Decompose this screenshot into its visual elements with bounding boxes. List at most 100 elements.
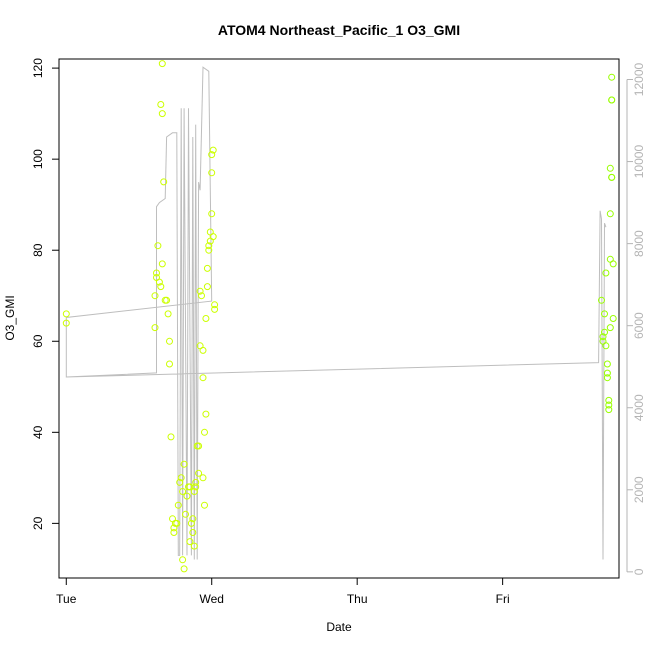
data-point [201,428,208,436]
data-point [209,146,217,154]
x-tick-label: Fri [496,592,510,606]
data-point [174,501,182,509]
data-point [208,151,216,159]
data-point [605,401,613,409]
data-point [606,164,614,172]
data-point [602,342,610,350]
data-point [196,287,204,295]
data-point [203,283,211,291]
data-point [62,319,70,327]
data-point [160,178,168,186]
data-point [602,269,610,277]
data-point [199,346,207,354]
x-axis-label: Date [326,620,352,634]
data-point [605,406,613,414]
data-point [155,278,163,286]
data-point [166,360,173,368]
data-point [179,488,187,495]
data-point [190,488,198,495]
data-point [177,474,185,482]
data-point [603,360,611,368]
data-point [180,565,188,573]
data-point [163,296,171,304]
data-point [598,296,605,304]
data-point [208,169,216,177]
data-point [199,374,207,382]
data-point [203,264,211,272]
data-point [198,292,205,300]
data-point [186,538,194,546]
data-point [189,529,197,536]
data-point [608,73,616,81]
data-point [608,96,616,104]
data-point [195,469,203,477]
y2-tick-label: 4000 [632,394,646,421]
data-point [606,324,614,332]
chart-title: ATOM4 Northeast_Pacific_1 O3_GMI [218,22,460,38]
data-point [211,301,219,309]
data-point [158,60,166,68]
data-point [609,260,617,268]
data-point [601,328,608,336]
data-point [601,310,608,318]
series-layer [62,60,617,573]
data-point [209,233,217,241]
data-point [154,242,162,250]
x-tick-label: Thu [347,592,368,606]
data-point [157,101,165,108]
data-point [182,510,189,518]
y-tick-label: 100 [31,149,45,169]
data-point [62,310,70,318]
y2-tick-label: 2000 [632,476,646,503]
data-point [164,310,172,318]
data-point [192,478,200,486]
data-point [180,460,188,468]
right-y-axis: 0 2000 4000 6000 8000 10000 12000 [626,63,646,575]
data-point [166,337,173,345]
data-point [603,369,611,377]
data-point [201,501,208,509]
plot-frame [58,58,620,579]
data-point [202,315,210,322]
data-point [609,315,617,322]
x-tick-label: Wed [199,592,223,606]
y-axis-label: O3_GMI [3,295,17,340]
y-tick-label: 60 [31,334,45,348]
data-point [183,492,191,500]
data-point [205,246,213,254]
data-point [158,110,166,118]
x-axis: Tue Wed Thu Fri [56,578,510,606]
data-point [599,333,607,341]
data-point [211,305,219,313]
y-tick-label: 120 [31,58,45,78]
data-point [190,542,198,550]
data-point [603,374,611,382]
data-point [176,478,184,486]
data-point [151,292,159,300]
y2-tick-label: 8000 [632,230,646,257]
y2-tick-label: 10000 [632,145,646,179]
data-point [605,396,613,404]
data-point [608,173,616,181]
x-tick-label: Tue [56,592,77,606]
altitude-line [65,66,607,560]
data-point [157,283,165,291]
data-point [170,529,178,536]
data-point [179,556,187,564]
y2-tick-label: 6000 [632,312,646,339]
data-point [173,519,181,527]
data-point [167,433,175,441]
data-point [192,483,200,491]
data-point [606,210,614,218]
data-point [158,260,166,268]
y-tick-label: 20 [31,516,45,530]
data-point [202,410,210,418]
data-point [153,269,160,277]
left-y-axis: 20 40 60 80 100 120 [31,58,59,530]
y2-tick-label: 0 [632,568,646,575]
data-point [187,519,195,527]
data-point [199,474,207,482]
y-tick-label: 80 [31,243,45,257]
y2-tick-label: 12000 [632,63,646,97]
